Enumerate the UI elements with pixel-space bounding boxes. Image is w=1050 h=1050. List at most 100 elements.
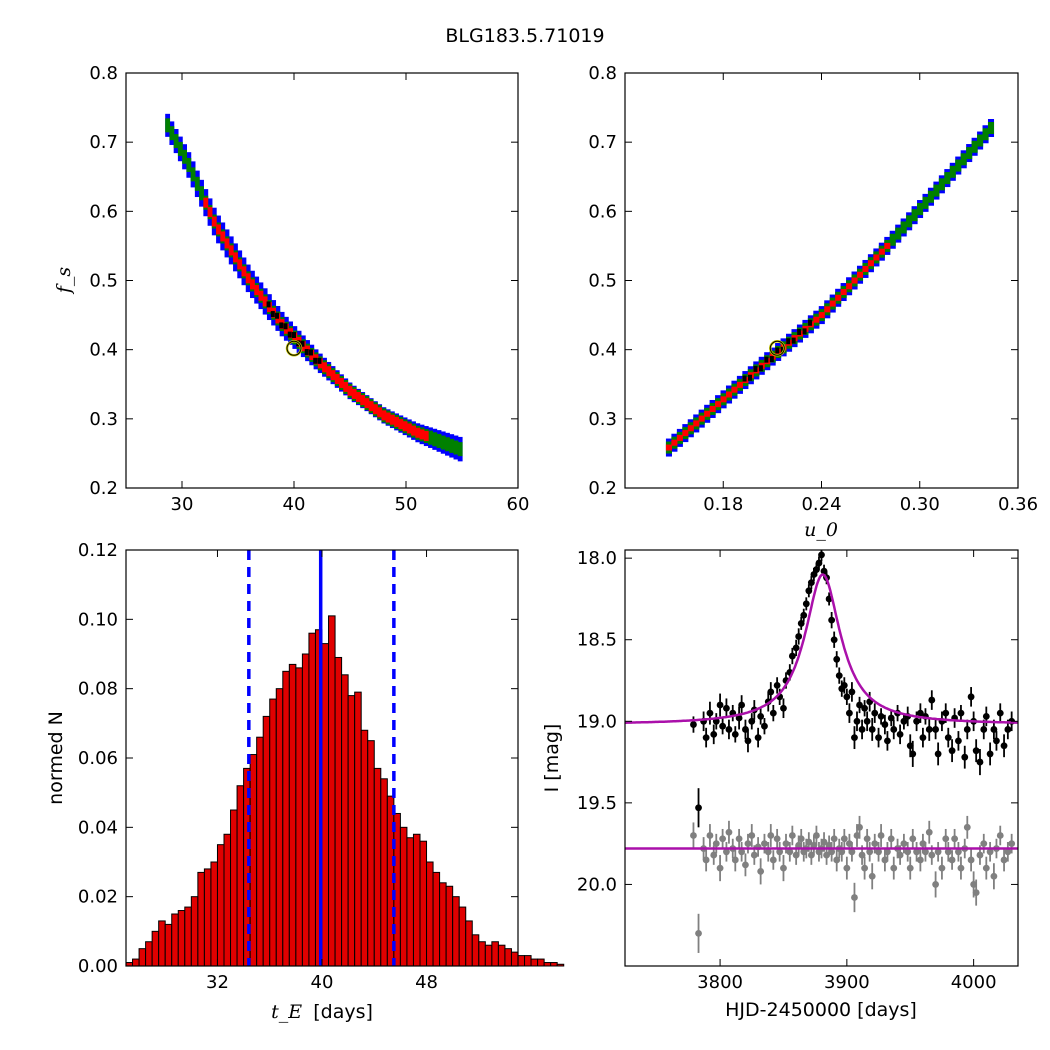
region-cell [687, 425, 694, 432]
data-point [881, 721, 889, 728]
data-point [695, 929, 702, 937]
histogram-bar [530, 958, 539, 967]
histogram-bar [216, 844, 225, 967]
x-tick-label: 40 [283, 494, 306, 515]
data-point [925, 726, 933, 733]
data-point [767, 688, 775, 696]
histogram-bar [478, 941, 486, 967]
data-point [828, 848, 836, 856]
region-cell [432, 432, 438, 447]
data-point [830, 835, 838, 843]
histogram-bar [497, 944, 506, 967]
data-point [773, 682, 781, 689]
data-point [928, 851, 936, 859]
data-point [856, 823, 863, 831]
x-tick-label: 4000 [951, 972, 997, 993]
histogram-bar [177, 910, 186, 967]
data-point [735, 714, 743, 722]
histogram-bar [439, 882, 447, 967]
data-point [716, 701, 724, 709]
data-point [980, 840, 988, 848]
histogram-bar [380, 778, 388, 967]
x-tick-label: 0.18 [703, 494, 743, 515]
data-point [690, 832, 697, 839]
data-point [828, 616, 836, 624]
histogram-bar [262, 715, 271, 967]
region-cell [835, 294, 842, 301]
data-point [744, 737, 752, 745]
region-cell [322, 362, 327, 373]
data-point [993, 737, 1000, 745]
data-point [868, 726, 876, 733]
region-cell [216, 224, 221, 235]
histogram-bar [491, 941, 499, 967]
region-cell [356, 392, 361, 403]
data-point [719, 722, 727, 730]
data-point [942, 709, 950, 717]
region-cell [698, 415, 705, 422]
data-point [972, 889, 980, 896]
data-point [900, 717, 908, 725]
region-cell [406, 423, 412, 434]
data-point [928, 696, 936, 704]
region-cell [423, 431, 429, 442]
region-cell [177, 141, 183, 156]
y-tick-label: 0.08 [78, 679, 118, 700]
black-core-cell [802, 328, 807, 335]
data-point [805, 838, 813, 846]
histogram-bar [504, 948, 512, 967]
histogram-bar [230, 809, 238, 967]
data-point [702, 734, 710, 742]
region-cell [199, 186, 204, 201]
data-point [861, 864, 869, 872]
region-cell [385, 412, 391, 423]
region-cell [960, 153, 967, 166]
region-cell [917, 203, 924, 216]
data-point [776, 848, 784, 856]
histogram-bar [550, 962, 558, 967]
x-tick-label: 50 [395, 494, 418, 515]
histogram-bar [138, 948, 147, 967]
data-point [744, 840, 752, 848]
data-point [877, 713, 885, 720]
data-point [702, 856, 710, 864]
region-cell [704, 410, 711, 417]
region-cell [851, 277, 858, 284]
region-cell [330, 370, 336, 381]
data-point [853, 717, 861, 725]
data-point [913, 848, 920, 856]
histogram-bar [517, 955, 526, 967]
data-point [922, 848, 929, 856]
data-point [890, 726, 898, 733]
data-point [996, 832, 1004, 839]
x-tick-label: 0.30 [900, 494, 940, 515]
x-tick-label: 0.36 [998, 494, 1038, 515]
data-point [723, 848, 730, 856]
y-tick-label: 0.00 [78, 956, 118, 977]
data-point [909, 750, 917, 758]
data-point [795, 633, 803, 640]
panel-tE-histogram-ticks: 32 40 48 0.00 0.02 0.04 0.06 0.08 0.10 0.12 [78, 540, 518, 993]
data-point [757, 867, 765, 875]
data-point [719, 835, 727, 843]
data-point [871, 709, 879, 717]
y-tick-label: 0.02 [78, 887, 118, 908]
region-cell [394, 416, 399, 427]
region-cell [194, 176, 200, 191]
histogram-bar [341, 674, 349, 967]
data-point [863, 717, 871, 725]
data-point [967, 693, 975, 701]
data-point [972, 747, 980, 755]
best-fit-marker-outline [769, 340, 785, 356]
region-cell [682, 430, 689, 437]
histogram-bar [282, 670, 290, 967]
region-cell [944, 172, 951, 185]
region-cell [938, 178, 945, 191]
data-point [716, 864, 724, 872]
histogram-bar [210, 861, 218, 967]
region-cell [971, 140, 978, 153]
region-cell [818, 312, 825, 319]
data-point [754, 734, 762, 742]
x-tick-label: 3800 [697, 972, 743, 993]
data-point [871, 840, 879, 848]
